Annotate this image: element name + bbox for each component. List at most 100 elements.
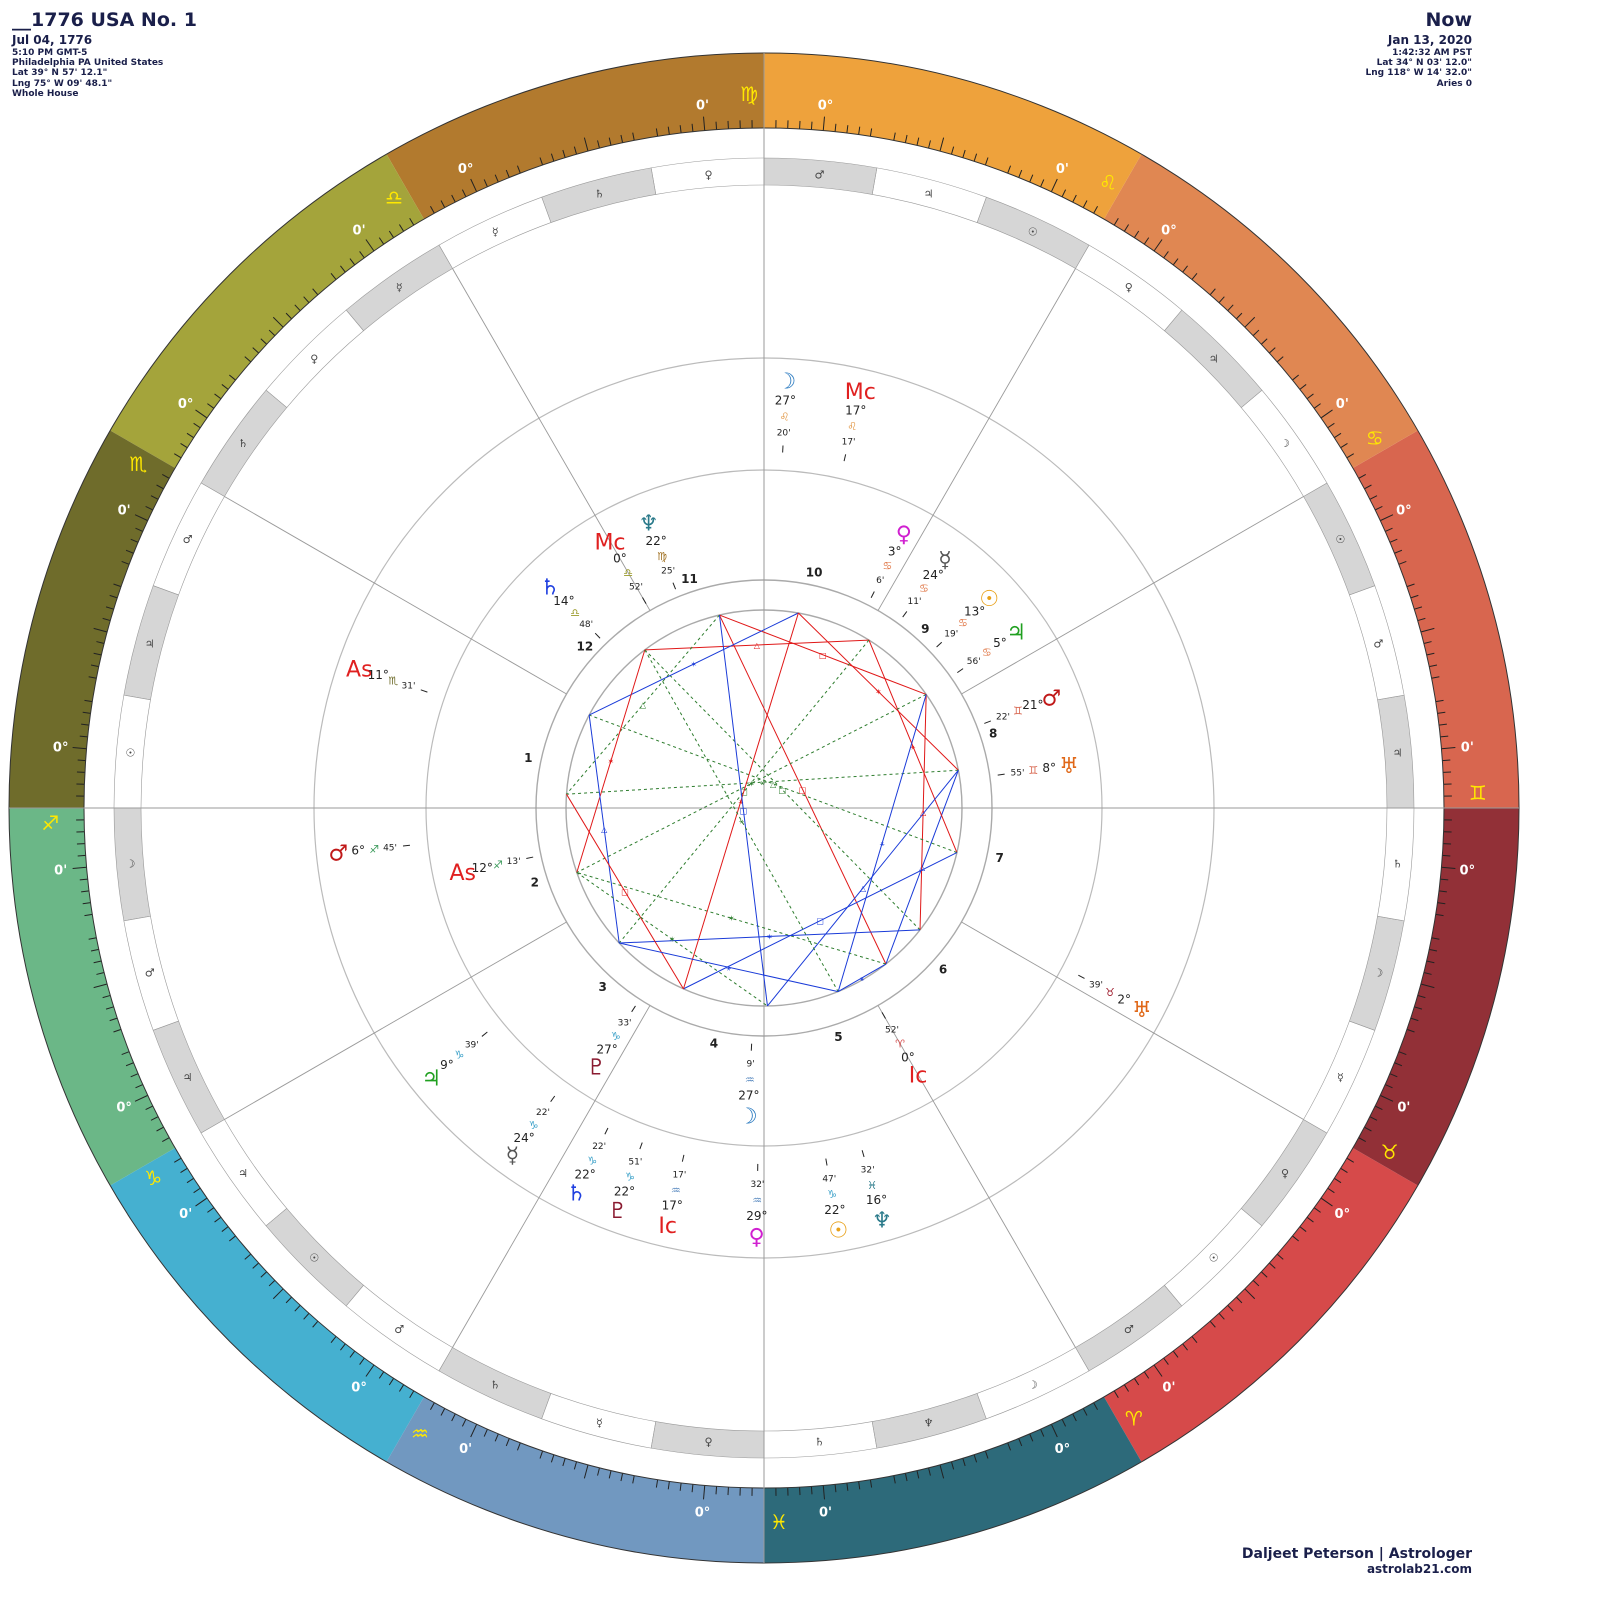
degree-tick (207, 403, 215, 409)
degree-tick (494, 1433, 499, 1442)
degree-tick (130, 538, 139, 543)
degree-tick (1406, 583, 1415, 588)
transit-point-minute: 22' (536, 1108, 550, 1118)
house-cusp-line (877, 268, 1076, 611)
degree-tick (1435, 699, 1444, 703)
degree-tick (984, 157, 989, 166)
degree-tick (632, 132, 635, 141)
degree-tick (268, 329, 276, 336)
aspect-symbol: □ (621, 888, 629, 897)
house-number: 2 (531, 875, 539, 889)
degree-tick (667, 126, 670, 135)
house-number: 3 (599, 980, 607, 994)
aspect-line (576, 693, 927, 873)
natal-chart-title: __1776 USA No. 1 (12, 9, 197, 31)
degree-tick (1209, 1320, 1216, 1328)
degree-tick (1394, 549, 1403, 554)
degree-tick (145, 1105, 154, 1111)
degree-tick (214, 393, 222, 400)
natal-point-degree: 8° (1042, 761, 1056, 775)
aspect-symbol: ⚹ (726, 963, 731, 972)
degree-tick (105, 1006, 114, 1010)
aspect-symbol: △ (601, 825, 608, 834)
degree-tick (88, 676, 97, 679)
aspect-symbol: △ (919, 863, 926, 872)
natal-point-degree: 0° (901, 1050, 915, 1064)
natal-time: 5:10 PM GMT-5 (12, 47, 88, 58)
aspect-line (588, 714, 620, 944)
decan-ruler-glyph: ♂ (1373, 637, 1383, 650)
aspect-line (619, 929, 921, 944)
house-number: 6 (939, 962, 947, 976)
degree-tick (121, 560, 130, 565)
transit-zodiac: Aries 0 (1436, 78, 1472, 89)
degree-tick (440, 1408, 446, 1416)
degree-tick (1050, 178, 1058, 192)
degree-tick (1133, 230, 1140, 238)
degree-tick (1429, 664, 1438, 668)
decan-ruler-glyph: ♃ (145, 637, 155, 650)
decan-ruler-glyph: ☽ (125, 857, 135, 870)
transit-point-sign-glyph: ♑ (454, 1049, 464, 1062)
degree-tick (1313, 1207, 1321, 1213)
degree-tick (102, 617, 111, 622)
degree-tick (1358, 474, 1366, 479)
sign-degree-label: 0° (818, 99, 834, 114)
transit-point-degree: 24° (514, 1131, 535, 1145)
degree-tick (303, 296, 310, 303)
sign-segment (386, 1396, 764, 1563)
house-number: 12 (577, 640, 594, 654)
natal-point-minute: 11' (908, 597, 922, 607)
decan-ruler-glyph: ☉ (1209, 1252, 1219, 1265)
aspect-symbol: ⚹ (860, 974, 865, 983)
degree-tick (703, 1485, 706, 1500)
sign-segment (9, 430, 176, 808)
natal-point-sun: ☉ (979, 587, 999, 612)
degree-tick (398, 224, 405, 232)
degree-tick (430, 1402, 435, 1410)
natal-place: Philadelphia PA United States (12, 57, 164, 68)
degree-tick (150, 495, 159, 500)
house-cusp-line (961, 496, 1304, 695)
transit-point-ic: Ic (658, 1214, 677, 1239)
degree-tick (312, 288, 319, 296)
degree-tick (597, 1467, 600, 1476)
natal-point-sign-glyph: ♎ (623, 566, 633, 579)
aspect-symbol: ✶ (875, 688, 882, 697)
degree-tick (268, 1280, 276, 1287)
sign-minute-label: 0' (118, 504, 131, 519)
house-number: 4 (710, 1037, 718, 1051)
decan-ruler-glyph: ♀ (310, 352, 318, 365)
degree-tick (272, 1288, 284, 1300)
degree-tick (655, 128, 659, 137)
natal-point-minute: 19' (944, 629, 958, 639)
degree-tick (1431, 676, 1440, 679)
degree-tick (93, 983, 108, 989)
house-cusp-line (452, 1005, 651, 1348)
degree-tick (1313, 403, 1321, 409)
transit-point-sign-glyph: ♐ (369, 843, 379, 856)
transit-chart-info: Now Jan 13, 2020 1:42:32 AM PST Lat 34° … (1365, 9, 1472, 89)
degree-tick (214, 1216, 222, 1223)
degree-tick (1346, 453, 1354, 459)
decan-ruler-glyph: ☿ (396, 281, 403, 294)
natal-point-degree: 14° (553, 594, 574, 608)
degree-tick (1440, 735, 1449, 738)
transit-point-position-tick (681, 1154, 685, 1162)
decan-ruler-glyph: ☉ (1335, 533, 1345, 546)
transit-point-degree: 9° (440, 1058, 454, 1072)
transit-point-uranus: ♅ (1132, 998, 1152, 1023)
transit-point-degree: 22° (614, 1184, 635, 1198)
degree-tick (1414, 606, 1423, 610)
transit-point-minute: 39' (465, 1041, 479, 1051)
sign-minute-label: 0' (1162, 1380, 1175, 1395)
aspect-symbol: △ (770, 780, 777, 789)
degree-tick (102, 994, 111, 999)
degree-tick (1269, 1262, 1276, 1269)
aspect-line (588, 612, 799, 716)
natal-point-sign-glyph: ♐ (493, 859, 503, 872)
transit-point-sign-glyph: ♑ (587, 1154, 597, 1167)
sign-minute-label: 0' (1336, 397, 1349, 412)
degree-tick (82, 902, 91, 905)
house-cusp-line (452, 268, 651, 611)
